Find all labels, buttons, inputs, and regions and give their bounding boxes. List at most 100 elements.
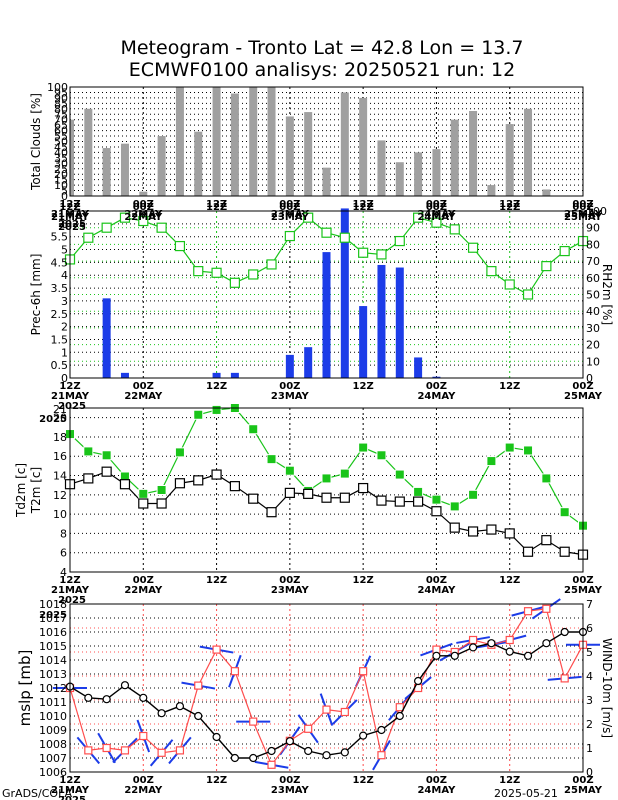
year-tick-label: 2025 (58, 401, 86, 412)
y-tick-label: 10 (54, 179, 68, 192)
y-tick-label: 25 (54, 163, 68, 176)
year-label-top: 2025 (39, 414, 67, 425)
y-tick-label: 80 (54, 103, 68, 116)
mslp-point (432, 651, 441, 660)
y-tick-label: 1011 (39, 696, 67, 709)
y-tick-label: 1.5 (51, 333, 69, 346)
time-tick-label-top: 12Z (499, 202, 520, 213)
y-tick-label: 0.5 (51, 359, 69, 372)
mslp-point (267, 746, 276, 756)
t2m-point (541, 473, 552, 484)
time-tick-label: 00Z (279, 575, 300, 586)
rh-point (339, 232, 350, 243)
y-tick-label: 0 (61, 190, 68, 203)
time-tick-label: 12Z (353, 199, 374, 210)
cloud-bar (102, 148, 111, 196)
y-tick-label: 1016 (39, 626, 67, 639)
y2-tick-label: 30 (586, 322, 600, 335)
plot-frame (69, 86, 584, 197)
y-tick-label: 20 (54, 168, 68, 181)
date-tick-label-top: 25MAY (564, 212, 603, 223)
date-tick-label: 23MAY (271, 585, 310, 596)
y-tick-label: 35 (54, 152, 68, 165)
cloud-bar (377, 140, 386, 196)
y-tick-label: 1008 (39, 738, 67, 751)
time-tick-label-top: 00Z (572, 202, 593, 213)
y-axis-label: Td2m [c] (14, 463, 28, 518)
year-tick-label: 2025 (58, 595, 86, 606)
y-tick-label: 70 (54, 114, 68, 127)
y-tick-label: 45 (54, 141, 68, 154)
rh-point (504, 279, 515, 290)
footer-left: GrADS/COLA (2, 787, 72, 800)
t2m-point (83, 446, 94, 457)
cloud-bar (487, 185, 496, 196)
t2m-point (266, 454, 277, 465)
cloud-bar (70, 119, 74, 196)
t2m-point (101, 450, 112, 461)
date-tick-label: 23MAY (271, 391, 310, 402)
t2m-point (413, 486, 424, 497)
y2-tick-label: 2 (586, 718, 593, 731)
mslp-point (542, 639, 551, 648)
wind-point (139, 731, 148, 741)
time-tick-label: 12Z (353, 775, 374, 786)
mslp-point (450, 651, 459, 660)
mslp-point (84, 693, 93, 702)
date-tick-label: 22MAY (124, 585, 163, 596)
y-tick-label: 1015 (39, 640, 67, 653)
pressure-wind-panel: 1006100710081009101010111012101310141015… (16, 598, 614, 800)
rh-point (229, 277, 240, 288)
mslp-point (505, 647, 514, 656)
t2m-point (559, 507, 570, 518)
precip-bar (322, 252, 331, 378)
precip-bar (285, 354, 294, 378)
y-tick-label: 3.5 (51, 282, 69, 295)
rh-point (101, 222, 112, 233)
td2m-point (541, 535, 552, 546)
y2-tick-label: 60 (586, 272, 600, 285)
td2m-point (486, 524, 497, 535)
mslp-point (120, 681, 130, 690)
date-tick-label: 23MAY (271, 209, 310, 220)
date-tick-label: 24MAY (417, 391, 456, 402)
date-tick-label: 21MAY (51, 785, 90, 796)
y-tick-label: 8 (60, 527, 67, 540)
rh-point (413, 212, 424, 223)
time-tick-label: 12Z (206, 575, 227, 586)
mslp-point (230, 753, 239, 763)
year-tick-label: 2025 (58, 795, 86, 800)
td2m-point (449, 522, 460, 533)
time-tick-label: 00Z (572, 575, 593, 586)
time-tick-label: 12Z (206, 381, 227, 392)
precip-bar (102, 298, 111, 378)
rh-point (266, 259, 277, 270)
time-tick-label-top: 00Z (133, 202, 154, 213)
date-tick-label: 24MAY (417, 585, 456, 596)
rh-point (431, 217, 442, 228)
date-tick-label: 21MAY (51, 391, 90, 402)
precip-bar (212, 372, 221, 378)
cloud-bar (395, 162, 404, 196)
time-tick-label: 12Z (353, 381, 374, 392)
td2m-point (156, 498, 167, 509)
mslp-point (322, 751, 331, 760)
y-axis-label: Total Clouds [%] (29, 93, 43, 191)
y-tick-label: 18 (53, 431, 67, 444)
y2-tick-label: 80 (586, 238, 600, 251)
td2m-point (101, 466, 112, 477)
time-tick-label-top: 00Z (279, 202, 300, 213)
y-tick-label: 55 (54, 130, 68, 143)
date-tick-label: 25MAY (564, 585, 603, 596)
plot-frame (69, 407, 584, 573)
mslp-point (175, 702, 185, 711)
td2m-point (211, 469, 222, 480)
td2m-line (69, 471, 584, 556)
wind-point (194, 681, 203, 690)
cloud-bar (542, 189, 551, 196)
td2m-point (431, 506, 442, 517)
cloud-bar (157, 136, 166, 196)
y-tick-label: 30 (54, 157, 68, 170)
date-tick-label: 24MAY (417, 785, 456, 796)
date-tick-label-top: 24MAY (417, 212, 456, 223)
